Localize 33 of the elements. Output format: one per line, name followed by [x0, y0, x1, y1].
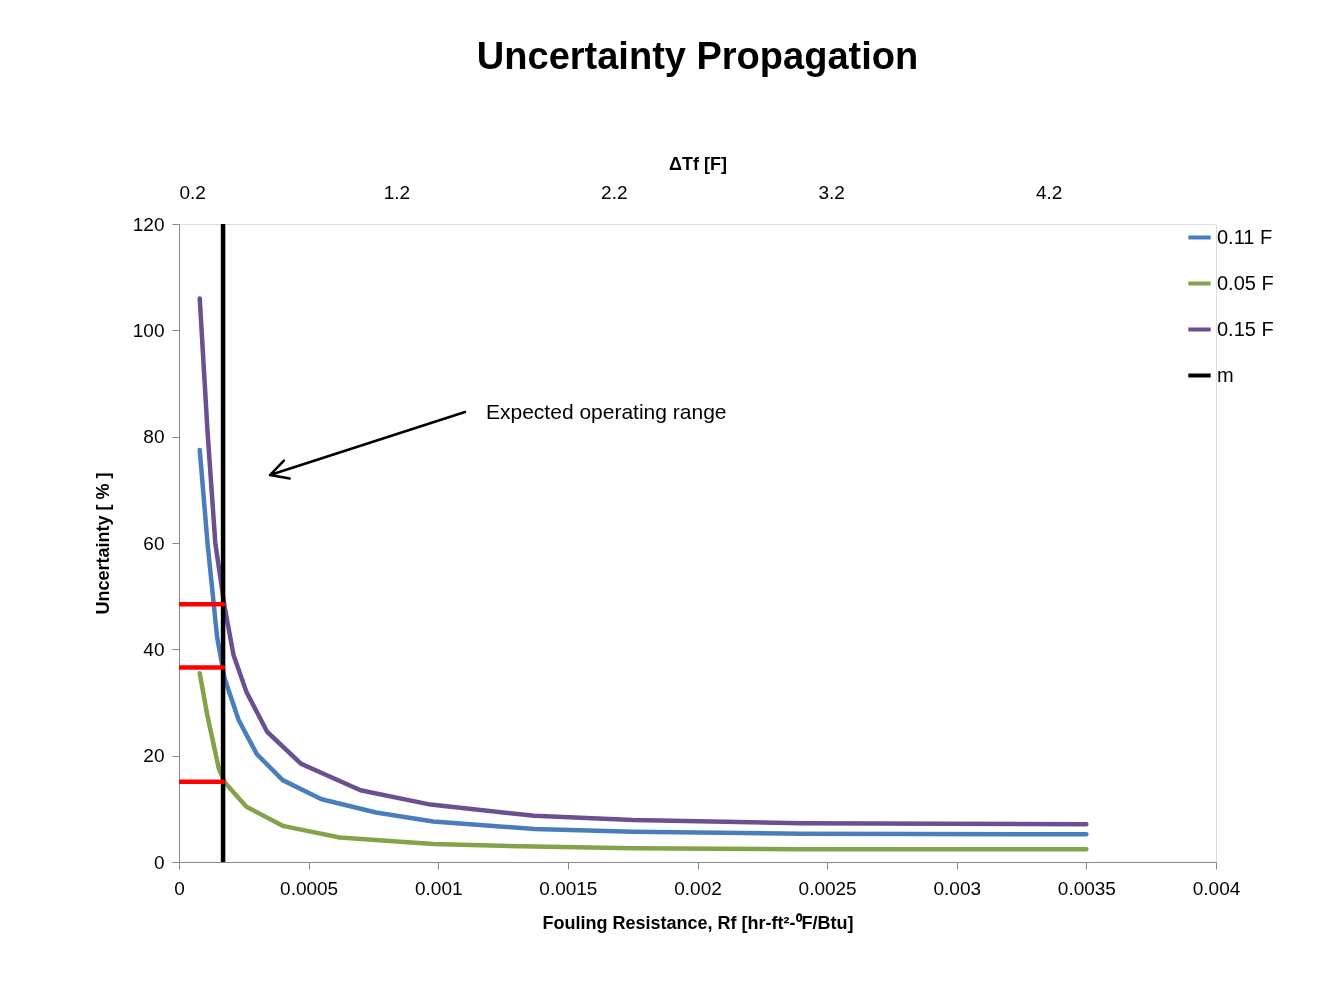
x2-tick-label: 4.2	[1035, 181, 1063, 203]
y-tick-label: 60	[143, 532, 165, 554]
x-tick-label: 0.002	[674, 877, 722, 899]
legend-label: m	[1217, 363, 1234, 386]
x2-tick-label: 3.2	[818, 181, 845, 203]
legend-label: 0.15 F	[1217, 317, 1274, 340]
x-tick-label: 0.001	[414, 877, 463, 899]
y-axis-title: Uncertainty [ % ]	[92, 472, 113, 615]
legend-label: 0.11 F	[1217, 225, 1273, 248]
y-tick-label: 80	[143, 426, 165, 448]
legend-label: 0.05 F	[1217, 271, 1274, 294]
line-series	[197, 447, 1089, 837]
x-tick-label: 0.004	[1192, 877, 1241, 899]
y-tick-label: 40	[143, 638, 165, 660]
x-tick-label: 0	[174, 877, 185, 899]
y-tick-label: 20	[143, 745, 165, 767]
y-tick-label: 100	[132, 319, 165, 341]
x2-tick-label: 2.2	[601, 181, 628, 203]
line-series	[197, 296, 1089, 827]
x2-tick-label: 1.2	[383, 181, 411, 203]
x-tick-label: 0.003	[933, 877, 982, 899]
y-tick-label: 120	[132, 213, 165, 235]
x-tick-label: 0.0025	[798, 877, 857, 899]
x-tick-label: 0.0005	[280, 877, 339, 899]
line-series	[197, 671, 1089, 852]
x2-tick-label: 0.2	[179, 181, 206, 203]
x-tick-label: 0.0015	[539, 877, 598, 899]
x2-axis-title: ΔTf [F]	[669, 153, 727, 174]
x-axis-title: Fouling Resistance, Rf [hr-ft²-⁰F/Btu]	[542, 912, 854, 933]
annotation: Expected operating range	[486, 400, 727, 423]
x-tick-label: 0.0035	[1057, 877, 1116, 899]
y-tick-label: 0	[153, 851, 165, 873]
chart-title: Uncertainty Propagation	[476, 35, 919, 77]
